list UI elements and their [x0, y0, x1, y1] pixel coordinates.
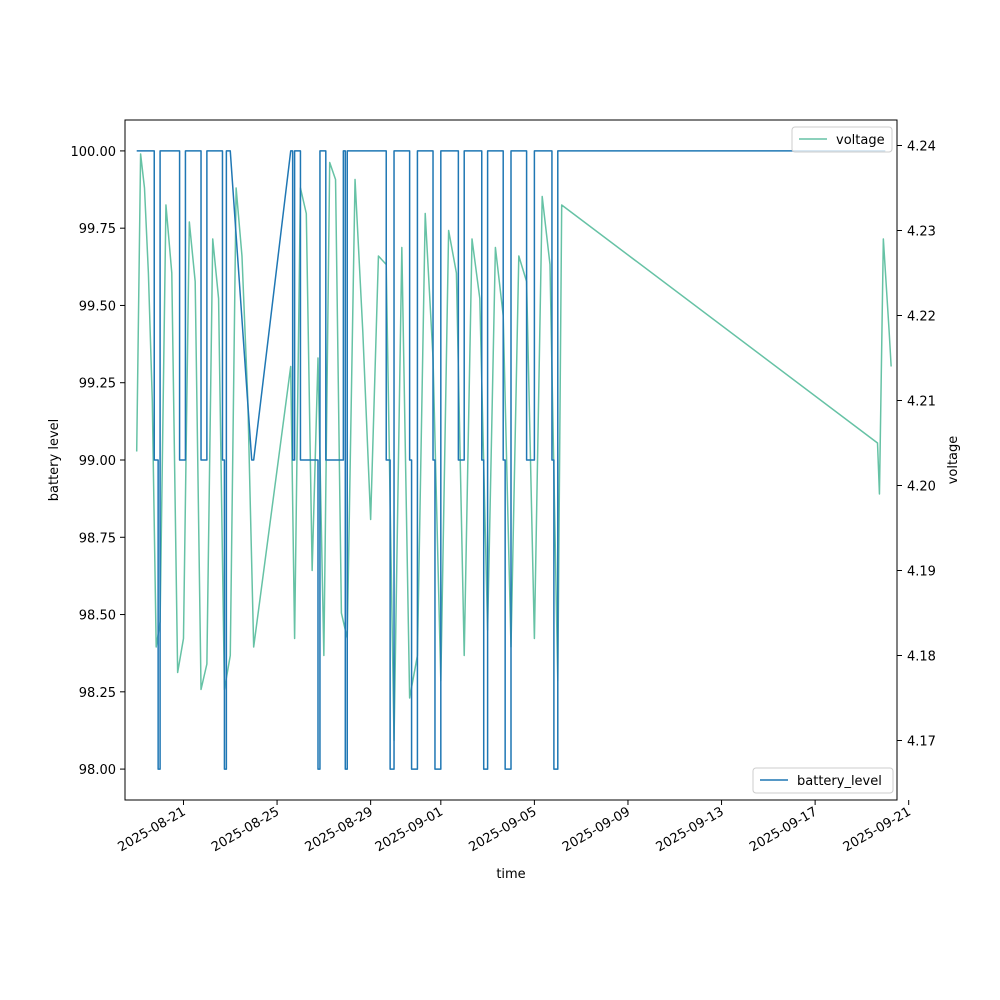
x-tick-label: 2025-09-13: [654, 804, 727, 855]
y2-tick-label: 4.22: [907, 310, 936, 325]
y-tick-label: 99.00: [79, 454, 116, 469]
y-axis-label: battery level: [47, 419, 62, 502]
y2-tick-label: 4.20: [907, 480, 936, 495]
x-tick-label: 2025-09-09: [560, 804, 633, 855]
legend-battery-level-label: battery_level: [797, 774, 882, 789]
series-line-battery-level: [136, 150, 886, 770]
y2-tick-label: 4.17: [907, 735, 936, 750]
y2-tick-label: 4.21: [907, 395, 936, 410]
y-tick-label: 98.50: [79, 609, 116, 624]
series-line-voltage: [135, 153, 892, 742]
x-tick-label: 2025-08-25: [209, 804, 282, 855]
y-tick-label: 99.25: [79, 377, 116, 392]
x-tick-label: 2025-08-29: [303, 804, 376, 855]
y-tick-label: 99.75: [79, 222, 116, 237]
legend-voltage-label: voltage: [836, 133, 885, 148]
x-tick-label: 2025-09-17: [747, 804, 820, 855]
y-tick-label: 98.00: [79, 763, 116, 778]
y2-tick-label: 4.23: [907, 225, 936, 240]
y-tick-label: 98.25: [79, 686, 116, 701]
y-tick-label: 98.75: [79, 531, 116, 546]
y2-axis-label: voltage: [946, 436, 961, 485]
y-tick-label: 100.00: [71, 145, 117, 160]
y2-tick-label: 4.19: [907, 565, 936, 580]
y-axis-left: 98.00 98.25 98.50 98.75 99.00 99.25 99.50 99.75…: [71, 145, 125, 778]
legend-voltage: voltage: [791, 126, 893, 153]
y2-tick-label: 4.18: [907, 650, 936, 665]
x-tick-label: 2025-09-01: [373, 804, 446, 855]
x-axis: 2025-08-21 2025-08-25 2025-08-292025-09-01…: [116, 800, 914, 855]
y-axis-right: 4.17 4.18 4.19 4.20 4.21 4.22 4.23 4.24: [897, 140, 936, 750]
legend-battery-level: battery_level: [752, 767, 894, 794]
y2-tick-label: 4.24: [907, 140, 936, 155]
x-tick-label: 2025-09-05: [466, 804, 539, 855]
y-tick-label: 99.50: [79, 299, 116, 314]
x-tick-label: 2025-08-21: [116, 804, 189, 855]
x-axis-label: time: [496, 867, 525, 882]
plot-area: [135, 150, 892, 770]
x-tick-label: 2025-09-21: [841, 804, 914, 855]
